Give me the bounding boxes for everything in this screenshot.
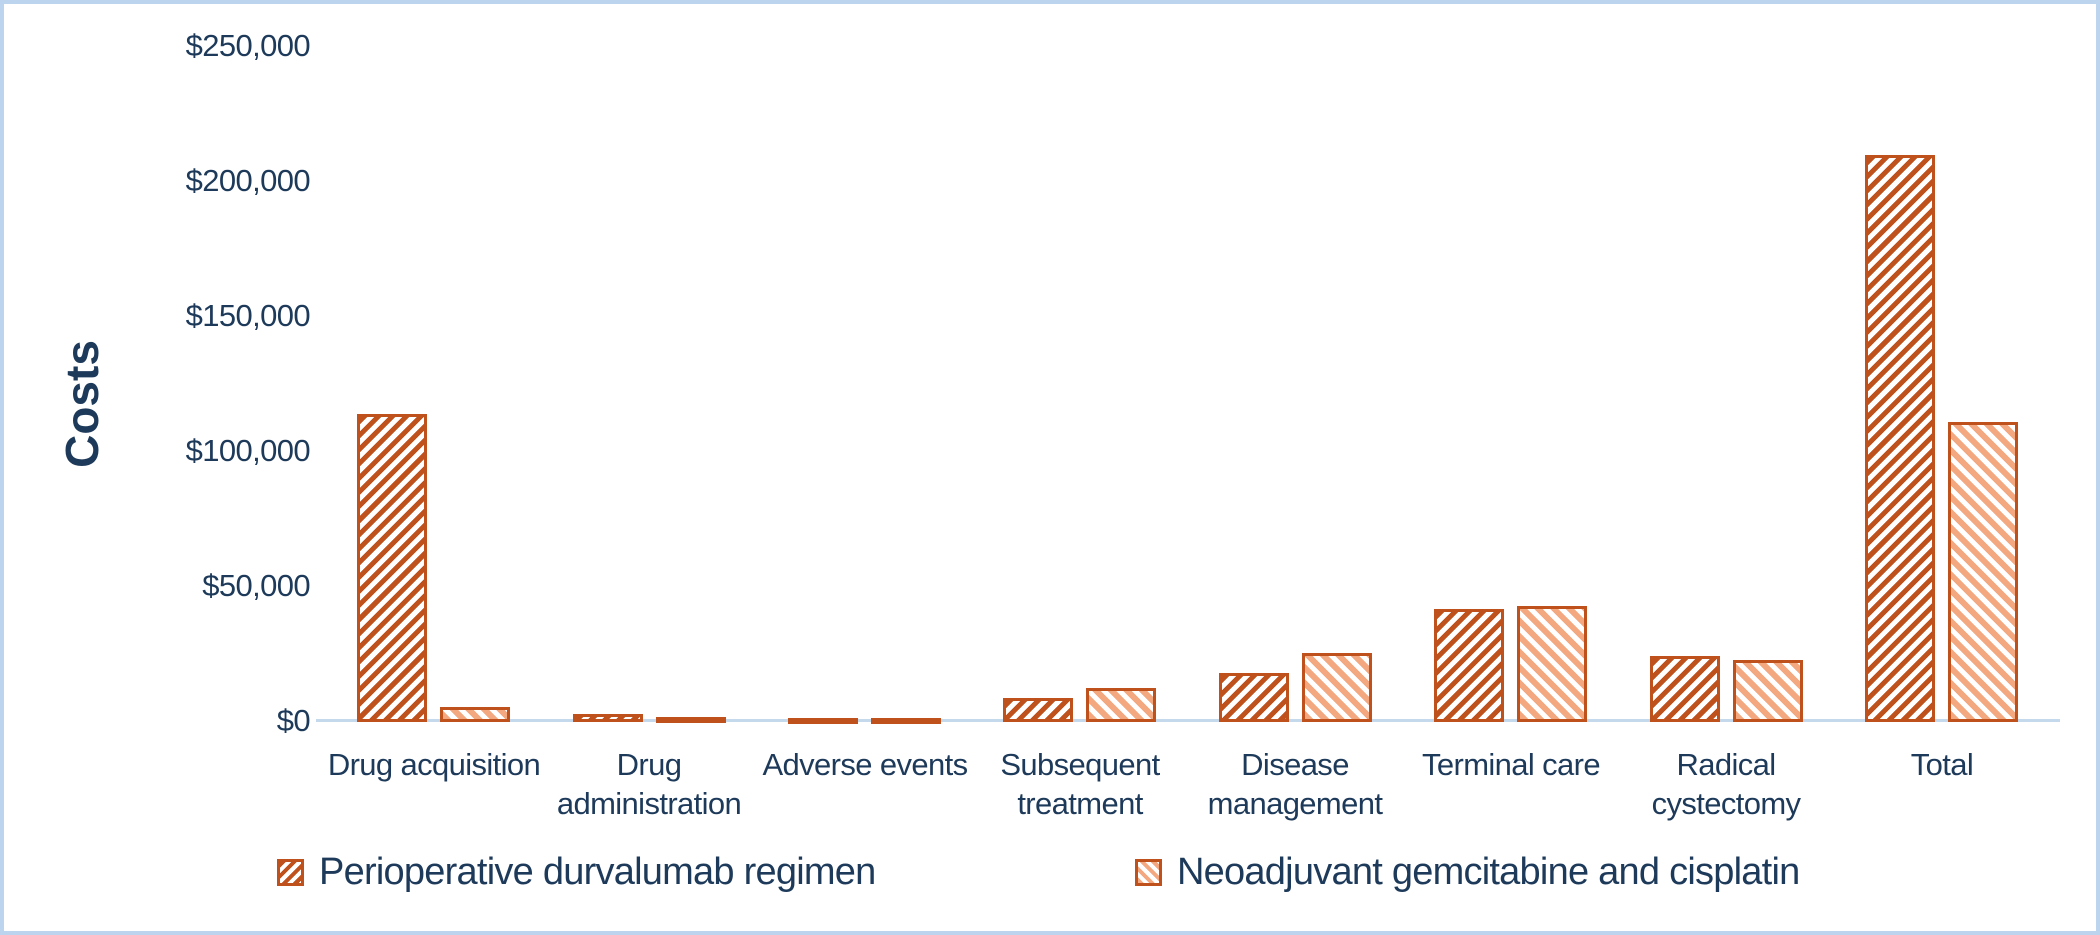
bar-series1-6	[1733, 660, 1803, 722]
legend: Perioperative durvalumab regimen Neoadju…	[4, 847, 2096, 897]
bar-series1-0	[440, 707, 510, 722]
y-tick-label: $150,000	[185, 298, 311, 333]
bar-series1-2	[871, 718, 941, 724]
bar-series1-3	[1086, 688, 1156, 722]
y-tick-label: $0	[276, 703, 311, 738]
x-category-label: Adverse events	[762, 747, 969, 782]
bar-series0-2	[788, 718, 858, 724]
legend-item-gemcitabine-cisplatin: Neoadjuvant gemcitabine and cisplatin	[1135, 847, 1800, 897]
bar-series0-1	[573, 714, 643, 722]
bar-series0-6	[1650, 656, 1720, 722]
legend-label-gemcitabine-cisplatin: Neoadjuvant gemcitabine and cisplatin	[1177, 850, 1800, 893]
bar-series0-7	[1865, 155, 1935, 722]
bar-series0-3	[1003, 698, 1073, 722]
y-tick-label: $100,000	[185, 433, 311, 468]
bar-series0-0	[357, 414, 427, 722]
legend-label-durvalumab: Perioperative durvalumab regimen	[319, 850, 876, 893]
x-category-label: Radical cystectomy	[1651, 747, 1801, 821]
bar-series1-7	[1948, 422, 2018, 722]
x-category-label: Terminal care	[1421, 747, 1601, 782]
bar-series1-4	[1302, 653, 1372, 722]
legend-swatch-durvalumab-hatch-icon	[277, 858, 304, 886]
x-category-label: Drug acquisition	[327, 747, 541, 782]
y-tick-label: $200,000	[185, 163, 311, 198]
x-category-label: Subsequent treatment	[1000, 747, 1160, 821]
bar-series1-5	[1517, 606, 1587, 722]
x-axis-line	[316, 719, 2060, 722]
y-tick-label: $250,000	[185, 28, 311, 63]
x-category-label: Total	[1910, 747, 1974, 782]
x-category-label: Disease management	[1207, 747, 1383, 821]
legend-item-durvalumab: Perioperative durvalumab regimen	[277, 847, 876, 897]
bar-series0-5	[1434, 609, 1504, 722]
legend-swatch-gemcitabine-cisplatin-hatch-icon	[1135, 858, 1162, 886]
bar-series1-1	[656, 717, 726, 723]
x-category-label: Drug administration	[556, 747, 742, 821]
y-tick-label: $50,000	[202, 568, 310, 603]
bar-series0-4	[1219, 673, 1289, 722]
